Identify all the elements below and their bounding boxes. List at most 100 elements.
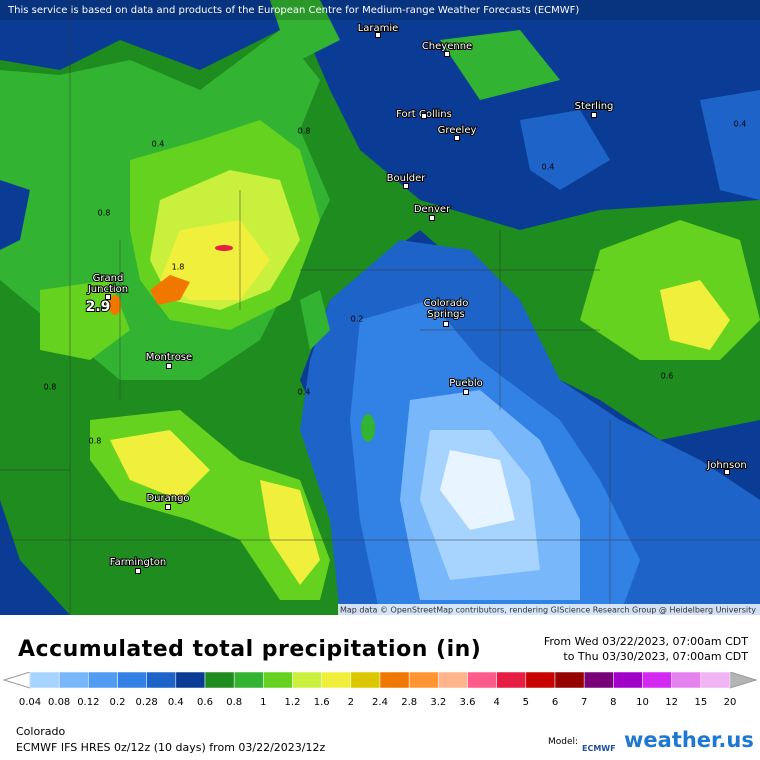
- legend-swatch: [525, 672, 556, 689]
- legend-label: 12: [665, 697, 678, 708]
- city-marker: [463, 389, 469, 395]
- legend-swatch: [583, 672, 614, 689]
- city-label: Pueblo: [449, 378, 483, 389]
- disclaimer: This service is based on data and produc…: [7, 5, 579, 16]
- legend-swatch: [204, 672, 235, 689]
- city-marker: [443, 321, 449, 327]
- period: From Wed 03/22/2023, 07:00am CDT to Thu …: [544, 634, 748, 664]
- city-marker: [591, 112, 597, 118]
- city-marker: [429, 215, 435, 221]
- legend-swatch: [700, 672, 731, 689]
- legend-swatch: [613, 672, 643, 689]
- city-label: Johnson: [706, 460, 746, 471]
- period-from: From Wed 03/22/2023, 07:00am CDT: [543, 635, 748, 648]
- city-marker: [403, 183, 409, 189]
- attribution: Map data © OpenStreetMap contributors, r…: [340, 606, 756, 615]
- city-label: Montrose: [146, 352, 192, 363]
- contour-label: 0.4: [542, 163, 555, 172]
- city-marker: [454, 135, 460, 141]
- contour-label: 0.8: [298, 127, 311, 136]
- legend-swatch: [117, 672, 147, 689]
- contour-label: 0.8: [44, 383, 57, 392]
- footer-info: Colorado ECMWF IFS HRES 0z/12z (10 days)…: [16, 724, 325, 756]
- legend-swatch: [408, 672, 439, 689]
- legend-label: 7: [581, 697, 587, 708]
- legend-label: 1.2: [285, 697, 301, 708]
- contour-label: 0.4: [152, 140, 165, 149]
- legend-swatch: [467, 672, 497, 689]
- region: Colorado: [16, 725, 66, 738]
- legend-label: 8: [610, 697, 616, 708]
- legend-label: 0.4: [168, 697, 184, 708]
- contour-label: 0.2: [351, 315, 364, 324]
- color-legend: 0.04 0.08 0.12 0.2 0.28 0.4 0.6 0.8 1 1.2 1.6 2 2.4 2…: [2, 672, 758, 708]
- legend-swatch: [496, 672, 527, 689]
- precip-fields: [0, 0, 760, 615]
- city-marker: [724, 469, 730, 475]
- legend-label: 4: [493, 697, 499, 708]
- legend-label: 0.08: [48, 697, 70, 708]
- legend-label: 0.04: [19, 697, 41, 708]
- legend-label: 3.2: [430, 697, 446, 708]
- city-label: Grand: [93, 273, 124, 284]
- legend-swatch: [88, 672, 118, 689]
- city-label: Denver: [414, 204, 451, 215]
- legend-swatch: [321, 672, 352, 689]
- city-marker: [375, 32, 381, 38]
- max-value: 2.9: [86, 299, 111, 315]
- legend-label: 6: [552, 697, 558, 708]
- city-label: Boulder: [387, 173, 427, 184]
- city-marker: [421, 113, 427, 119]
- legend-swatch: [642, 672, 672, 689]
- city-marker: [444, 51, 450, 57]
- city-label: Springs: [427, 309, 464, 320]
- city-label: Laramie: [358, 23, 399, 34]
- city-marker: [165, 504, 171, 510]
- legend-label: 5: [523, 697, 529, 708]
- city-label: Farmington: [110, 557, 166, 568]
- model-label: Model:: [548, 737, 579, 747]
- legend-swatch: [175, 672, 206, 689]
- period-to: to Thu 03/30/2023, 07:00am CDT: [563, 650, 748, 663]
- legend-label: 0.8: [226, 697, 242, 708]
- legend-swatch: [58, 672, 89, 689]
- legend-swatch: [379, 672, 410, 689]
- contour-label: 0.6: [661, 372, 674, 381]
- map-title: Accumulated total precipitation (in): [18, 637, 482, 662]
- contour-label: 0.8: [89, 437, 102, 446]
- city-label: Junction: [87, 284, 128, 295]
- legend-swatch: [263, 672, 293, 689]
- city-label: Cheyenne: [422, 41, 472, 52]
- city-marker: [135, 568, 141, 574]
- legend-label: 15: [694, 697, 707, 708]
- legend-label: 3.6: [460, 697, 476, 708]
- legend-swatch: [554, 672, 585, 689]
- legend-label: 0.28: [136, 697, 158, 708]
- legend-label: 1.6: [314, 697, 330, 708]
- brand: weather.us: [624, 728, 754, 752]
- legend-label: 0.12: [77, 697, 99, 708]
- legend-swatch: [292, 672, 322, 689]
- city-label: Colorado: [424, 298, 469, 309]
- legend-swatch: [29, 672, 60, 689]
- attribution-bg: [338, 604, 760, 615]
- contour-labels: 0.8 0.4 0.8 1.8 0.2 0.4 0.8 0.8 0.4 0.4 0.6: [44, 120, 747, 446]
- model-line: ECMWF IFS HRES 0z/12z (10 days) from 03/…: [16, 741, 326, 754]
- legend-swatch: [438, 672, 468, 689]
- city-label: Sterling: [575, 101, 614, 112]
- legend-swatch: [146, 672, 177, 689]
- legend-label: 10: [636, 697, 649, 708]
- city-label: Greeley: [438, 125, 477, 136]
- legend-over-arrow: [729, 672, 758, 689]
- legend-swatch: [350, 672, 381, 689]
- legend-swatch: [233, 672, 264, 689]
- legend-label: 20: [724, 697, 737, 708]
- legend-label: 2.8: [401, 697, 417, 708]
- legend-label: 0.6: [197, 697, 213, 708]
- disclaimer-bg: [0, 0, 760, 20]
- contour-label: 1.8: [172, 263, 185, 272]
- legend-label: 2: [348, 697, 354, 708]
- contour-label: 0.8: [98, 209, 111, 218]
